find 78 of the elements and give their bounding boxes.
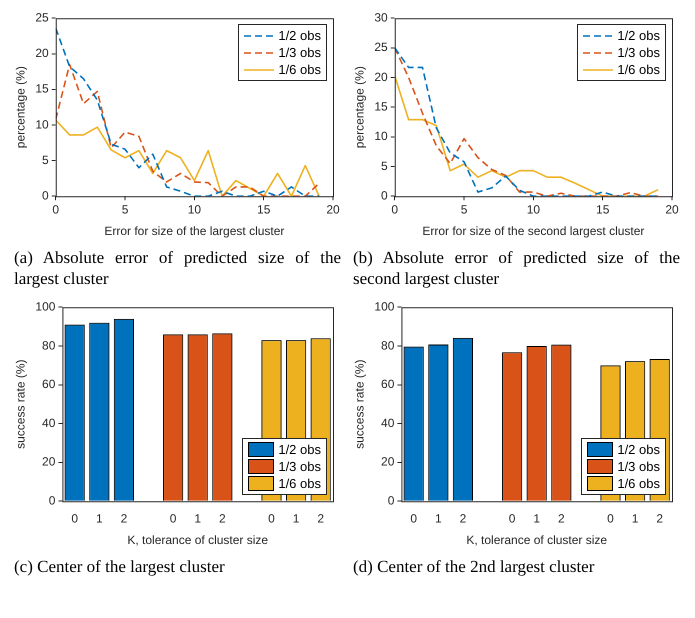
y-tick-label: 80 xyxy=(381,338,395,352)
x-tick-label: 2 xyxy=(317,512,324,526)
legend-label: 1/2 obs xyxy=(278,441,321,458)
y-tick-label: 0 xyxy=(42,188,50,203)
y-tick-label: 20 xyxy=(42,454,56,469)
text: (d) Center of the 2nd largest cluster xyxy=(352,556,596,578)
x-axis-title: Error for size of the second largest cluster xyxy=(422,224,644,238)
legend-label: 1/2 obs xyxy=(617,27,660,44)
x-tick-label: 2 xyxy=(558,512,565,526)
y-tick-label: 60 xyxy=(42,377,56,392)
legend-label: 1/3 obs xyxy=(617,458,660,476)
y-tick-label: 20 xyxy=(381,454,395,469)
legend-label: 1/6 obs xyxy=(278,61,321,78)
y-tick-label: 60 xyxy=(381,377,395,392)
x-tick-label: 20 xyxy=(326,202,340,217)
legend-label: 1/6 obs xyxy=(617,61,660,78)
x-tick-label: 2 xyxy=(120,512,128,526)
y-tick-label: 20 xyxy=(374,70,388,84)
x-tick-label: 1 xyxy=(632,512,639,526)
legend-label: 1/2 obs xyxy=(278,27,321,44)
x-tick-label: 0 xyxy=(170,512,177,526)
legend-label: 1/3 obs xyxy=(278,458,321,476)
legend-label: 1/3 obs xyxy=(278,44,321,62)
y-tick-label: 25 xyxy=(35,10,50,25)
text: (c) Center of the largest cluster xyxy=(13,556,226,578)
y-tick-label: 10 xyxy=(35,117,50,132)
y-tick-label: 0 xyxy=(48,494,56,508)
y-tick-label: 0 xyxy=(381,188,388,203)
x-tick-label: 2 xyxy=(656,512,664,526)
legend-label: 1/2 obs xyxy=(617,441,660,458)
y-tick-label: 15 xyxy=(374,100,388,114)
legend-label: 1/6 obs xyxy=(278,475,321,492)
x-tick-label: 0 xyxy=(71,512,78,526)
x-tick-label: 15 xyxy=(257,202,271,217)
text: (a) Absolute error of predicted size of the largest cluster xyxy=(13,247,342,290)
y-tick-label: 25 xyxy=(374,40,388,54)
x-tick-label: 1 xyxy=(434,512,442,526)
x-tick-label: 5 xyxy=(122,202,129,217)
y-tick-label: 100 xyxy=(374,300,395,314)
x-tick-label: 1 xyxy=(194,512,202,526)
line-series xyxy=(56,64,320,196)
x-tick-label: 0 xyxy=(410,512,418,526)
y-tick-label: 0 xyxy=(388,494,395,508)
x-tick-label: 2 xyxy=(218,512,226,526)
text: (b) Absolute error of predicted size of the second largest cluster xyxy=(352,247,681,290)
y-tick-label: 40 xyxy=(42,416,56,430)
y-tick-label: 5 xyxy=(42,152,50,167)
y-tick-label: 20 xyxy=(35,46,50,60)
y-tick-label: 40 xyxy=(381,416,395,430)
x-axis-title: K, tolerance of cluster size xyxy=(127,533,268,548)
legend-label: 1/6 obs xyxy=(617,475,660,492)
y-tick-label: 80 xyxy=(42,338,56,352)
y-axis-title: success rate (%) xyxy=(14,360,28,449)
legend-label: 1/3 obs xyxy=(617,44,660,62)
x-tick-label: 20 xyxy=(665,202,679,217)
x-tick-label: 0 xyxy=(508,512,516,526)
x-axis-title: K, tolerance of cluster size xyxy=(466,533,608,548)
x-tick-label: 10 xyxy=(188,202,202,217)
x-axis-title: Error for size of the largest cluster xyxy=(104,224,284,238)
x-tick-label: 0 xyxy=(268,512,276,526)
y-axis-title: success rate (%) xyxy=(352,360,367,449)
x-tick-label: 10 xyxy=(526,202,540,217)
y-tick-label: 15 xyxy=(35,82,50,96)
x-tick-label: 1 xyxy=(96,512,103,526)
x-tick-label: 15 xyxy=(596,202,610,217)
x-tick-label: 2 xyxy=(460,512,467,526)
x-tick-label: 0 xyxy=(607,512,614,526)
x-tick-label: 1 xyxy=(292,512,300,526)
line-series xyxy=(394,47,659,196)
y-tick-label: 10 xyxy=(374,129,388,144)
y-tick-label: 5 xyxy=(381,158,388,173)
y-tick-label: 100 xyxy=(35,300,56,314)
y-axis-title: percentage (%) xyxy=(352,66,367,148)
y-axis-title: percentage (%) xyxy=(14,66,28,148)
x-tick-label: 5 xyxy=(460,202,468,217)
line-series xyxy=(56,27,320,196)
y-tick-label: 30 xyxy=(374,10,388,25)
x-tick-label: 1 xyxy=(533,512,540,526)
